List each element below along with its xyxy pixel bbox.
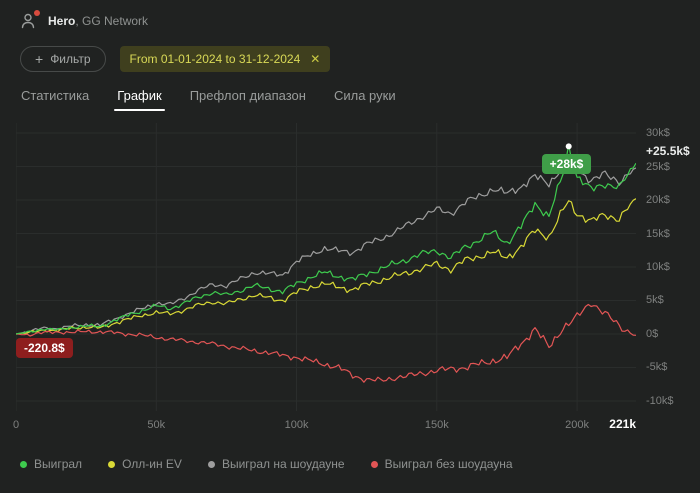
header: Hero, GG Network xyxy=(0,0,700,30)
legend-dot xyxy=(108,460,116,468)
filter-button[interactable]: + Фильтр xyxy=(20,46,106,72)
y-axis-label: 30k$ xyxy=(646,127,670,140)
close-icon[interactable]: ✕ xyxy=(310,52,321,66)
notification-dot xyxy=(34,10,40,16)
y-axis-label: 25k$ xyxy=(646,160,670,173)
account-label: Hero, GG Network xyxy=(48,14,148,28)
tab-1[interactable]: График xyxy=(114,88,166,111)
y-axis-label: -10k$ xyxy=(646,394,674,407)
date-filter-chip[interactable]: From 01-01-2024 to 31-12-2024 ✕ xyxy=(119,46,331,72)
date-range-label: From 01-01-2024 to 31-12-2024 xyxy=(129,52,301,66)
filter-bar: + Фильтр From 01-01-2024 to 31-12-2024 ✕ xyxy=(20,46,700,72)
legend-dot xyxy=(20,460,27,468)
legend-item-0[interactable]: Выиграл xyxy=(20,457,82,471)
peak-badge: +28k$ xyxy=(541,154,592,175)
legend-label: Олл-ин EV xyxy=(122,457,182,471)
x-axis-label: 0 xyxy=(12,419,20,431)
legend-item-2[interactable]: Выиграл на шоудауне xyxy=(207,457,345,471)
legend-dot xyxy=(370,460,378,468)
y-axis-label: 0$ xyxy=(646,327,659,340)
legend-item-1[interactable]: Олл-ин EV xyxy=(108,457,182,471)
filter-button-label: Фильтр xyxy=(50,52,91,66)
start-badge: -220.8$ xyxy=(16,338,73,359)
legend-item-3[interactable]: Выиграл без шоудауна xyxy=(370,457,513,471)
person-icon xyxy=(21,13,35,29)
tab-0[interactable]: Статистика xyxy=(20,88,90,111)
y-axis-label: 20k$ xyxy=(646,194,670,207)
legend-label: Выиграл на шоудауне xyxy=(221,457,345,471)
x-axis-label: 50k xyxy=(147,419,166,431)
username: Hero xyxy=(48,14,76,28)
user-icon[interactable] xyxy=(20,10,40,30)
plus-icon: + xyxy=(35,51,44,67)
y-axis-label: 5k$ xyxy=(646,294,664,307)
legend-dot xyxy=(207,460,215,468)
x-axis-label: 200k xyxy=(565,419,590,431)
x-axis-label: 100k xyxy=(284,419,309,431)
y-axis-label: -5k$ xyxy=(646,361,668,374)
chart-area: +28k$ -220.8$ +25.5k$ 30k$ 25k$ 20k$ 15k$ 10… xyxy=(12,123,700,441)
tabs: Статистика График Префлоп диапазон Сила рук… xyxy=(20,88,700,111)
x-axis-label: 150k xyxy=(424,419,449,431)
chart-svg[interactable] xyxy=(16,123,636,411)
legend-label: Выиграл без шоудауна xyxy=(384,457,513,471)
tab-3[interactable]: Сила руки xyxy=(333,88,397,111)
network-label: , GG Network xyxy=(75,14,149,28)
y-axis-label: 15k$ xyxy=(646,227,670,240)
end-value-label: +25.5k$ xyxy=(646,144,690,159)
legend: Выиграл Олл-ин EV Выиграл на шоудауне Выигр… xyxy=(20,457,700,471)
x-end-label: 221k xyxy=(609,417,636,431)
legend-label: Выиграл xyxy=(34,457,83,471)
y-axis-label: 10k$ xyxy=(646,261,670,273)
tab-2[interactable]: Префлоп диапазон xyxy=(189,88,307,111)
